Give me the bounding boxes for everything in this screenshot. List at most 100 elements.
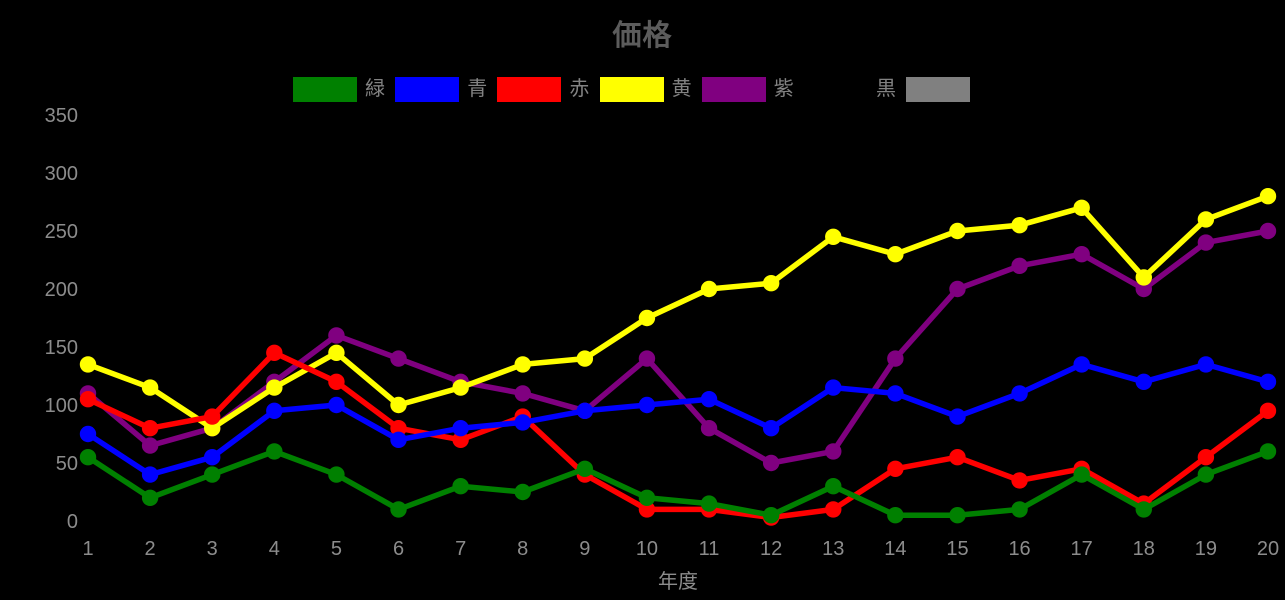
legend-item-red: 赤 <box>497 77 589 102</box>
x-tick-label: 3 <box>207 538 218 560</box>
series-line-green <box>85 448 1271 518</box>
legend-label-red: 赤 <box>569 78 590 100</box>
data-point-red <box>390 420 407 437</box>
data-point-red <box>1011 472 1028 489</box>
data-point-green <box>514 483 531 501</box>
data-point-green <box>576 460 594 477</box>
data-point-red <box>452 431 469 448</box>
data-point-yellow <box>1259 188 1277 205</box>
data-point-yellow <box>1011 217 1028 234</box>
data-point-green <box>1073 466 1090 483</box>
data-point-blue <box>949 408 966 425</box>
y-tick-label: 0 <box>67 511 78 533</box>
legend-label-black: 黒 <box>876 78 896 100</box>
y-axis-ticks: 0 50 100 150 200 250 300 350 <box>45 105 78 533</box>
data-point-red <box>141 420 159 437</box>
data-point-purple <box>390 350 407 367</box>
x-tick-label: 5 <box>331 538 342 560</box>
data-point-green <box>1011 501 1028 518</box>
y-tick-label: 150 <box>45 337 78 359</box>
legend-swatch-green <box>293 77 357 102</box>
data-point-purple <box>514 385 531 402</box>
data-point-green <box>700 495 718 512</box>
data-point-green <box>887 507 904 524</box>
data-point-purple <box>1073 246 1090 263</box>
data-point-yellow <box>204 420 221 437</box>
data-point-purple <box>1011 257 1028 274</box>
series-line-yellow <box>85 193 1271 431</box>
x-tick-label: 7 <box>455 538 466 560</box>
data-point-blue <box>825 379 842 396</box>
data-point-red <box>1197 449 1215 466</box>
data-point-green <box>949 507 966 524</box>
y-tick-label: 350 <box>45 105 78 127</box>
x-tick-label: 9 <box>579 538 590 560</box>
legend-label-blue: 青 <box>467 78 488 100</box>
data-point-red <box>204 408 221 425</box>
data-point-yellow <box>887 246 904 263</box>
data-point-purple <box>1259 222 1277 240</box>
data-point-green <box>638 489 656 506</box>
data-point-green <box>1259 443 1277 460</box>
x-tick-label: 10 <box>636 538 658 560</box>
legend-item-gray <box>906 77 978 102</box>
chart-title: 価格 <box>612 20 673 52</box>
data-point-yellow <box>825 228 842 245</box>
data-point-purple <box>887 350 904 367</box>
data-point-yellow <box>266 379 283 396</box>
data-point-green <box>328 466 345 483</box>
x-tick-label: 13 <box>822 538 844 560</box>
legend-swatch-red <box>497 77 562 102</box>
data-point-red <box>825 501 842 518</box>
series-line-red <box>85 350 1271 521</box>
data-point-purple <box>1135 280 1152 298</box>
data-point-blue <box>1073 356 1090 373</box>
x-axis-ticks: 1 2 3 4 5 6 7 8 9 10 11 12 13 14 15 16 17 18 19 20 <box>82 538 1279 560</box>
data-point-purple <box>949 280 966 298</box>
data-point-yellow <box>328 344 345 361</box>
data-point-green <box>204 466 221 483</box>
y-tick-label: 300 <box>45 163 78 185</box>
y-tick-label: 100 <box>45 395 78 417</box>
data-point-blue <box>266 402 283 419</box>
legend-swatch-gray <box>906 77 971 102</box>
legend-item-green: 緑 <box>293 77 385 102</box>
x-tick-label: 17 <box>1071 538 1093 560</box>
data-point-green <box>825 478 842 495</box>
x-tick-label: 14 <box>884 538 906 560</box>
data-point-blue <box>576 402 594 419</box>
data-point-purple <box>762 454 780 472</box>
y-tick-label: 200 <box>45 279 78 301</box>
data-point-yellow <box>949 222 966 240</box>
x-tick-label: 19 <box>1195 538 1217 560</box>
data-point-green <box>141 489 159 506</box>
data-point-green <box>1197 466 1215 483</box>
data-point-red <box>887 460 904 477</box>
legend-item-black: 黒 <box>804 77 896 102</box>
data-point-blue <box>328 396 345 414</box>
x-axis-title: 年度 <box>658 570 698 593</box>
data-point-blue <box>638 396 656 414</box>
data-point-blue <box>141 466 159 483</box>
data-point-blue <box>1197 356 1215 373</box>
data-point-blue <box>79 425 97 443</box>
x-tick-label: 1 <box>82 538 93 560</box>
legend-item-purple: 紫 <box>701 77 794 102</box>
data-point-yellow <box>1135 269 1152 286</box>
data-point-green <box>390 501 407 518</box>
data-point-purple <box>328 327 345 344</box>
data-point-blue <box>1011 385 1028 402</box>
legend-swatch-yellow <box>599 77 664 102</box>
legend-label-yellow: 黄 <box>671 78 692 100</box>
legend-swatch-purple <box>701 77 766 102</box>
data-point-red <box>638 501 656 518</box>
y-tick-label: 50 <box>56 453 78 475</box>
x-tick-label: 11 <box>699 538 720 560</box>
data-point-blue <box>1259 373 1277 390</box>
data-point-red <box>79 391 97 408</box>
x-tick-label: 15 <box>946 538 968 560</box>
data-point-red <box>1259 402 1277 419</box>
data-point-yellow <box>1073 199 1090 216</box>
series-line-purple <box>85 228 1271 466</box>
data-point-blue <box>887 385 904 402</box>
